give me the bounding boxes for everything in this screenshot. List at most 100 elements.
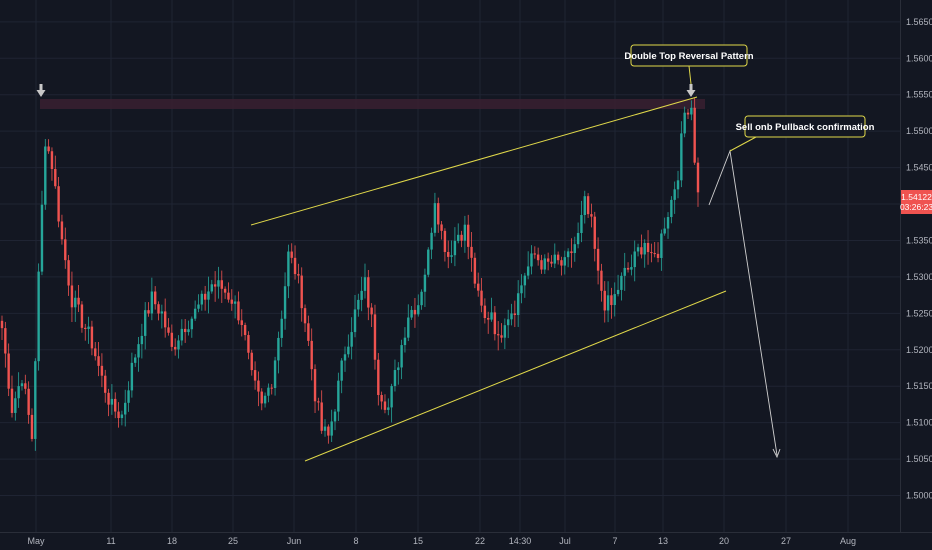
time-tick-label: May <box>27 536 45 546</box>
candle-body <box>516 293 520 315</box>
candle-body <box>20 383 24 387</box>
price-tick-label: 1.50500 <box>906 454 932 464</box>
sell-callout[interactable]: Sell onb Pullback confirmation <box>729 115 875 152</box>
time-tick-label: 25 <box>228 536 238 546</box>
candle-body <box>470 246 473 258</box>
last-price-label: 1.54122 03:26:23 <box>900 190 932 214</box>
candle-body <box>210 284 213 292</box>
candle-body <box>563 257 566 266</box>
candle-body <box>467 224 470 247</box>
candle-body <box>233 301 237 304</box>
candle-body <box>313 369 317 402</box>
candle-body <box>220 280 223 289</box>
down-arrow-icon <box>36 84 46 97</box>
candle-body <box>150 291 154 314</box>
candle-body <box>77 297 80 305</box>
candle-body <box>37 271 40 362</box>
candle-body <box>330 421 333 436</box>
channel-lower-line[interactable] <box>304 290 727 462</box>
candle-body <box>280 318 283 338</box>
candle-body <box>193 308 197 319</box>
candle-body <box>523 275 527 286</box>
candle-body <box>300 275 303 309</box>
last-price-value: 1.54122 <box>901 192 932 202</box>
candle-body <box>320 402 323 431</box>
double-top-callout[interactable]: Double Top Reversal Pattern <box>624 44 754 85</box>
candle-body <box>576 233 580 245</box>
candle-body <box>380 395 383 402</box>
time-tick-label: 14:30 <box>509 536 532 546</box>
price-tick-label: 1.51000 <box>906 418 932 428</box>
candle-body <box>560 260 563 266</box>
candle-body <box>257 380 260 392</box>
price-tick-label: 1.52000 <box>906 345 932 355</box>
candle-body <box>496 334 500 336</box>
candle-body <box>200 293 204 305</box>
candle-body <box>573 244 576 254</box>
candle-body <box>50 151 54 169</box>
candle-body <box>310 340 313 370</box>
candle-body <box>433 203 437 233</box>
price-tick-label: 1.56000 <box>906 53 932 63</box>
candle-body <box>17 386 20 399</box>
candle-body <box>197 304 200 309</box>
candle-body <box>383 401 387 410</box>
candle-body <box>143 310 147 336</box>
candle-body <box>287 251 290 287</box>
candle-body <box>350 332 353 347</box>
channel-upper-line[interactable] <box>250 96 698 226</box>
candle-body <box>506 319 510 326</box>
candle-body <box>333 411 337 422</box>
candle-body <box>650 252 653 254</box>
candle-body <box>137 344 140 358</box>
candle-body <box>377 359 380 396</box>
candle-body <box>247 335 250 353</box>
candle-body <box>237 301 240 321</box>
candle-body <box>97 356 100 366</box>
time-tick-label: 18 <box>167 536 177 546</box>
double-top-label: Double Top Reversal Pattern <box>624 51 753 62</box>
candle-body <box>526 266 530 276</box>
candle-body <box>460 234 463 241</box>
candle-body <box>636 247 640 252</box>
candle-body <box>64 239 67 261</box>
candle-body <box>616 289 620 295</box>
candle-body <box>440 224 443 231</box>
candle-body <box>490 312 493 320</box>
candle-body <box>593 216 596 249</box>
candle-body <box>533 253 537 255</box>
candle-body <box>230 299 233 304</box>
candle-body <box>413 309 417 315</box>
sell-label: Sell onb Pullback confirmation <box>736 122 875 133</box>
candle-body <box>190 318 194 330</box>
time-tick-label: 22 <box>475 536 485 546</box>
time-axis[interactable]: May 11 18 25 Jun 8 15 22 14:30 Jul 7 13 20 27 Aug <box>0 532 932 547</box>
price-tick-label: 1.53500 <box>906 235 932 245</box>
candle-body <box>243 325 247 336</box>
price-tick-label: 1.50000 <box>906 491 932 501</box>
candle-body <box>270 387 273 389</box>
candle-body <box>343 354 347 361</box>
candle-body <box>623 267 626 276</box>
time-tick-label: 13 <box>658 536 668 546</box>
candle-body <box>686 112 690 115</box>
candle-body <box>670 199 673 218</box>
candle-body <box>4 328 7 354</box>
candle-body <box>610 295 613 306</box>
candle-body <box>267 387 270 396</box>
candle-body <box>153 291 157 305</box>
candle-body <box>290 251 293 258</box>
candle-body <box>47 146 50 152</box>
price-tick-label: 1.52500 <box>906 308 932 318</box>
candle-body <box>500 335 503 338</box>
candle-body <box>213 284 217 287</box>
price-tick-label: 1.51500 <box>906 381 932 391</box>
candle-body <box>370 307 373 315</box>
candle-body <box>633 251 636 268</box>
candle-body <box>114 398 117 412</box>
candle-body <box>317 401 320 403</box>
candle-body <box>347 346 350 355</box>
candle-body <box>513 313 517 315</box>
candle-body <box>546 258 550 262</box>
